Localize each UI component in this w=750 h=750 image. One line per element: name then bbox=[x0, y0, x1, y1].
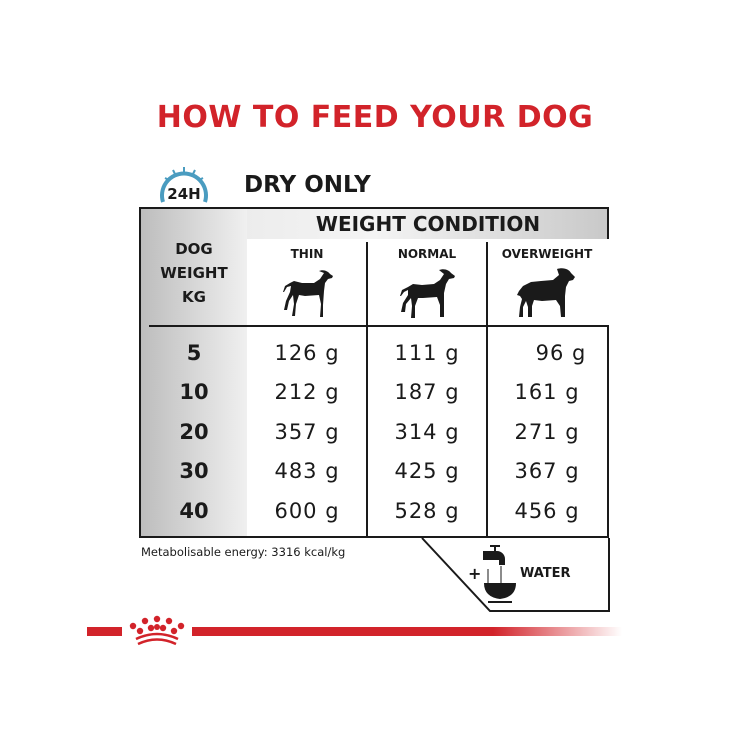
clock-icon: 24H bbox=[160, 167, 208, 203]
table-cell-thin: 483 g bbox=[274, 459, 340, 483]
column-header-normal: NORMAL bbox=[397, 247, 457, 261]
weight-column-bg bbox=[141, 209, 247, 536]
feeding-table: WEIGHT CONDITION DOG WEIGHT KG THIN NORM… bbox=[139, 207, 609, 538]
table-cell-normal: 314 g bbox=[394, 420, 460, 444]
water-box: + bbox=[421, 537, 610, 612]
column-header-overweight: OVERWEIGHT bbox=[501, 247, 593, 261]
row-header-line: DOG bbox=[175, 240, 213, 258]
row-header-line: KG bbox=[182, 288, 206, 306]
water-tap-icon bbox=[483, 545, 516, 603]
table-cell-thin: 126 g bbox=[274, 341, 340, 365]
clock-label: 24H bbox=[167, 185, 200, 203]
row-weight-kg: 10 bbox=[179, 380, 209, 404]
thin-dog-icon bbox=[283, 270, 333, 317]
overweight-dog-icon bbox=[517, 268, 575, 317]
brand-bar-left bbox=[87, 627, 122, 636]
table-cell-thin: 212 g bbox=[274, 380, 340, 404]
table-cell-thin: 600 g bbox=[274, 499, 340, 523]
header-divider bbox=[149, 325, 607, 327]
table-cell-normal: 187 g bbox=[394, 380, 460, 404]
weight-condition-header: WEIGHT CONDITION bbox=[315, 212, 541, 236]
dog-weight-header: DOG WEIGHT KG bbox=[141, 237, 247, 309]
brand-bar-right bbox=[192, 627, 622, 636]
column-divider bbox=[366, 242, 368, 538]
table-cell-overweight: 271 g bbox=[514, 420, 580, 444]
row-weight-kg: 20 bbox=[179, 420, 209, 444]
energy-note: Metabolisable energy: 3316 kcal/kg bbox=[141, 545, 346, 559]
row-weight-kg: 30 bbox=[179, 459, 209, 483]
column-header-thin: THIN bbox=[290, 247, 324, 261]
column-divider bbox=[486, 242, 488, 538]
row-weight-kg: 5 bbox=[186, 341, 202, 365]
table-cell-normal: 111 g bbox=[394, 341, 460, 365]
table-cell-normal: 425 g bbox=[394, 459, 460, 483]
subtitle: DRY ONLY bbox=[244, 172, 371, 198]
table-cell-overweight: 96 g bbox=[535, 341, 587, 365]
table-cell-overweight: 456 g bbox=[514, 499, 580, 523]
table-cell-overweight: 161 g bbox=[514, 380, 580, 404]
table-cell-overweight: 367 g bbox=[514, 459, 580, 483]
normal-dog-icon bbox=[400, 269, 455, 318]
page-title: HOW TO FEED YOUR DOG bbox=[156, 100, 594, 135]
table-cell-normal: 528 g bbox=[394, 499, 460, 523]
table-cell-thin: 357 g bbox=[274, 420, 340, 444]
row-header-line: WEIGHT bbox=[160, 264, 228, 282]
royal-canin-crown-logo bbox=[129, 615, 185, 646]
plus-sign: + bbox=[468, 564, 481, 583]
row-weight-kg: 40 bbox=[179, 499, 209, 523]
water-label: WATER bbox=[520, 566, 571, 581]
